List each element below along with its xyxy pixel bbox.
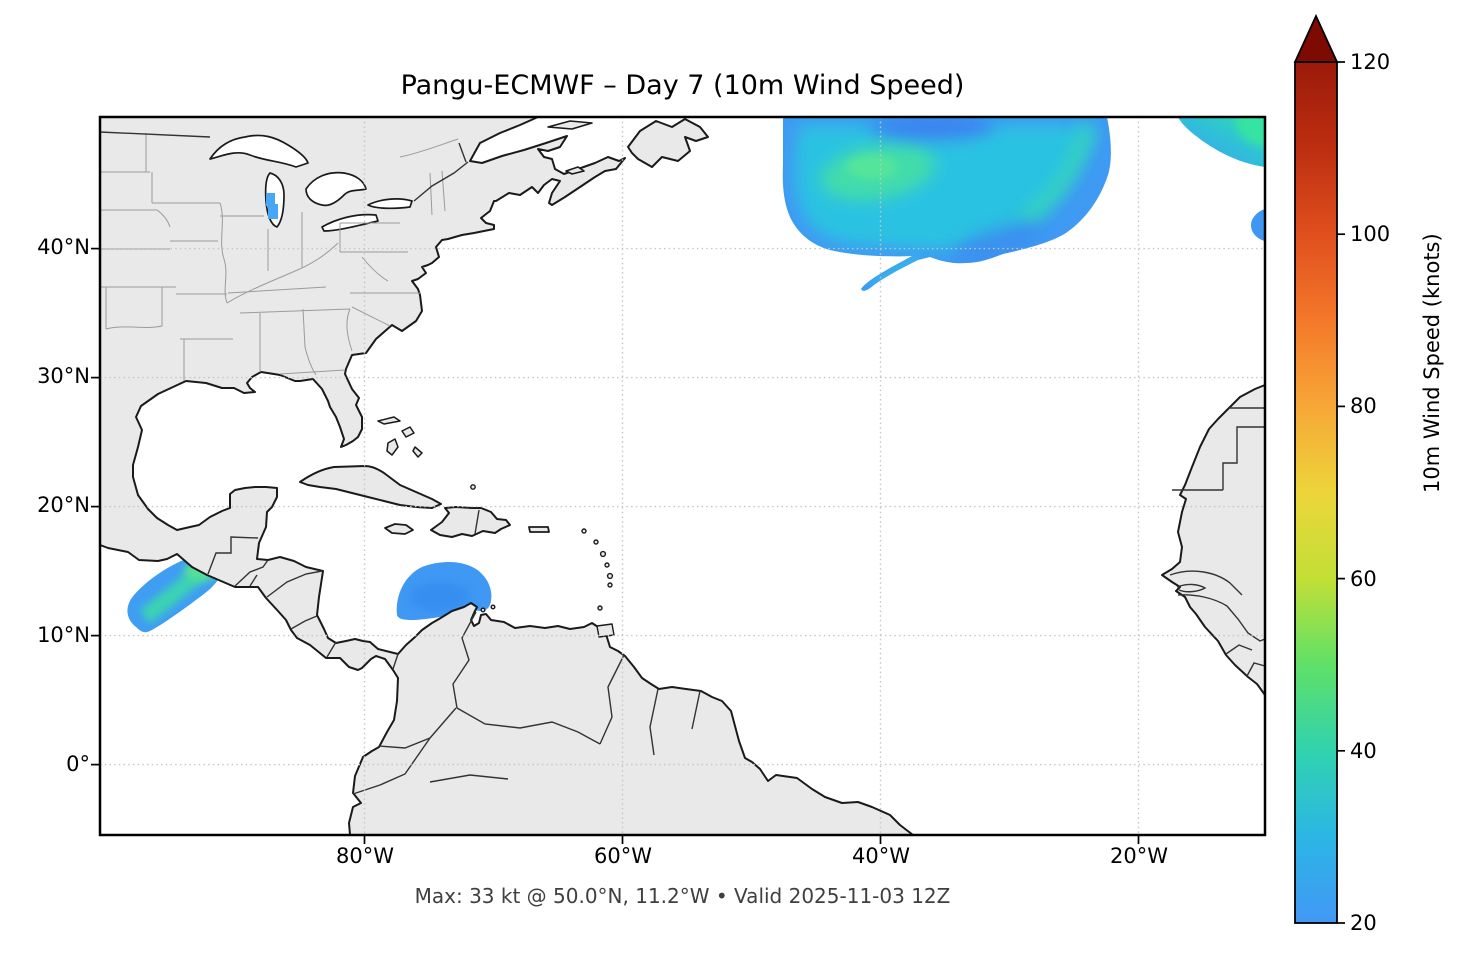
puerto-rico-island xyxy=(528,526,550,533)
cbtick-40: 40 xyxy=(1350,739,1377,763)
us-state-borders xyxy=(100,133,459,381)
wind-speed-field xyxy=(127,117,1265,633)
gridlines xyxy=(100,117,1265,835)
hispaniola-island xyxy=(430,506,511,538)
lesser-antilles-islands xyxy=(470,484,615,638)
map-plot-area xyxy=(91,115,1267,844)
ytick-0: 0° xyxy=(66,752,90,776)
country-borders xyxy=(99,131,1266,795)
wind-blob-lake-michigan xyxy=(266,193,278,219)
anticosti-island xyxy=(547,120,593,130)
cbtick-20: 20 xyxy=(1350,911,1377,935)
cbtick-100: 100 xyxy=(1350,222,1391,246)
axis-tick-marks xyxy=(91,247,1140,844)
lake-superior xyxy=(209,134,309,168)
ytick-40n: 40°N xyxy=(37,235,90,259)
map-canvas xyxy=(91,115,1267,844)
bahamas-islands xyxy=(377,416,423,458)
lake-ontario xyxy=(367,198,413,210)
ytick-10n: 10°N xyxy=(37,623,90,647)
xtick-80w: 80°W xyxy=(336,844,394,868)
prince-edward-island xyxy=(565,166,585,175)
plot-footer-annotation: Max: 33 kt @ 50.0°N, 11.2°W • Valid 2025… xyxy=(414,884,951,908)
landmasses xyxy=(99,116,1266,836)
wind-blob-north-atlantic xyxy=(782,117,1111,291)
cbtick-80: 80 xyxy=(1350,394,1377,418)
xtick-40w: 40°W xyxy=(852,844,910,868)
cbtick-60: 60 xyxy=(1350,567,1377,591)
xtick-60w: 60°W xyxy=(594,844,652,868)
jamaica-island xyxy=(384,523,414,535)
colorbar-graphic xyxy=(1293,13,1345,924)
newfoundland-island xyxy=(627,118,709,168)
cbtick-120: 120 xyxy=(1350,50,1391,74)
colorbar-extend-arrow xyxy=(1293,13,1339,63)
lake-huron xyxy=(305,171,367,207)
ytick-30n: 30°N xyxy=(37,364,90,388)
colorbar xyxy=(1288,8,1358,938)
africa-coastline xyxy=(1161,384,1266,696)
colorbar-gradient-bar xyxy=(1294,61,1338,924)
colorbar-tick-marks xyxy=(1337,61,1345,924)
plot-title: Pangu-ECMWF – Day 7 (10m Wind Speed) xyxy=(400,70,965,101)
wind-blob-right-edge xyxy=(1251,209,1265,241)
americas-coastline xyxy=(99,116,914,836)
axes-frame xyxy=(98,115,1267,837)
xtick-20w: 20°W xyxy=(1110,844,1168,868)
wind-blob-northeast-atlantic-max xyxy=(1178,117,1265,167)
ytick-20n: 20°N xyxy=(37,493,90,517)
cuba-island xyxy=(299,465,442,509)
